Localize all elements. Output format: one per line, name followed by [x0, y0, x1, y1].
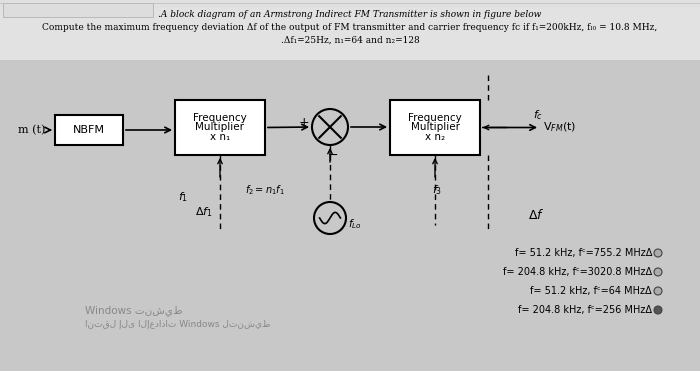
Text: .Δf₁=25Hz, n₁=64 and n₂=128: .Δf₁=25Hz, n₁=64 and n₂=128 [281, 36, 419, 45]
Text: $f_1$: $f_1$ [178, 190, 188, 204]
Circle shape [654, 287, 662, 295]
Text: Frequency: Frequency [408, 113, 462, 123]
Text: V$_{FM}$(t): V$_{FM}$(t) [543, 120, 576, 134]
Text: $f_c$: $f_c$ [533, 108, 543, 122]
Text: Compute the maximum frequency deviation Δf of the output of FM transmitter and c: Compute the maximum frequency deviation … [43, 23, 657, 32]
Bar [0, 0, 700, 8]
Text: f= 51.2 kHz, fᶜ=64 MHzΔ: f= 51.2 kHz, fᶜ=64 MHzΔ [531, 286, 652, 296]
Text: x n₂: x n₂ [425, 132, 445, 142]
Text: f= 204.8 kHz, fᶜ=3020.8 MHzΔ: f= 204.8 kHz, fᶜ=3020.8 MHzΔ [503, 267, 652, 277]
Text: $f_2 = n_1 f_1$: $f_2 = n_1 f_1$ [245, 183, 285, 197]
Circle shape [654, 249, 662, 257]
Text: Multiplier: Multiplier [195, 122, 244, 132]
Text: $f_3$: $f_3$ [432, 183, 442, 197]
Text: +: + [298, 115, 309, 128]
Text: Frequency: Frequency [193, 113, 247, 123]
Bar [390, 100, 480, 155]
Circle shape [654, 268, 662, 276]
Bar [55, 115, 123, 145]
Text: x n₁: x n₁ [210, 132, 230, 142]
Text: $\Delta f$: $\Delta f$ [528, 208, 545, 222]
Text: NBFM: NBFM [73, 125, 105, 135]
Text: Multiplier: Multiplier [410, 122, 459, 132]
Text: f= 51.2 kHz, fᶜ=755.2 MHzΔ: f= 51.2 kHz, fᶜ=755.2 MHzΔ [514, 248, 652, 258]
Bar [3, 3, 153, 17]
Text: −: − [328, 149, 338, 162]
Text: $\Delta f_1$: $\Delta f_1$ [195, 205, 213, 219]
Text: $f_{Lo}$: $f_{Lo}$ [348, 217, 362, 231]
Circle shape [654, 306, 662, 314]
Text: انتقل إلى الإعدادات Windows لتنشيط: انتقل إلى الإعدادات Windows لتنشيط [85, 320, 270, 329]
Text: Windows تنشيط: Windows تنشيط [85, 305, 183, 316]
Text: f= 204.8 kHz, fᶜ=256 MHzΔ: f= 204.8 kHz, fᶜ=256 MHzΔ [518, 305, 652, 315]
Text: m (t): m (t) [18, 125, 46, 135]
Bar [0, 0, 700, 60]
Bar [175, 100, 265, 155]
Text: .A block diagram of an Armstrong Indirect FM Transmitter is shown in figure belo: .A block diagram of an Armstrong Indirec… [158, 10, 542, 19]
